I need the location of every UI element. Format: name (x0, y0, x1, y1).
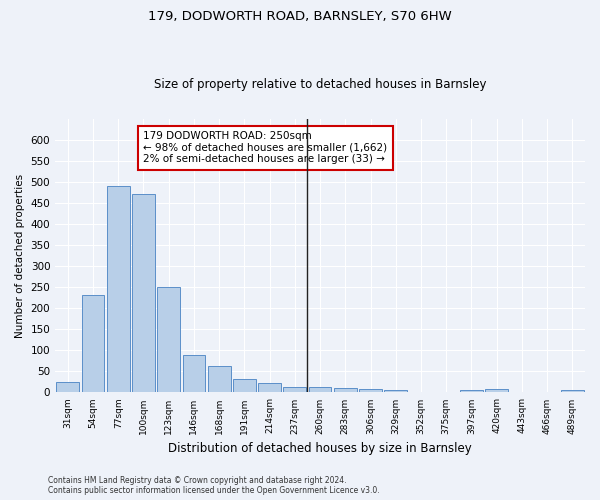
Bar (56, 382, 79, 392)
Bar (485, 390, 508, 392)
Text: 179, DODWORTH ROAD, BARNSLEY, S70 6HW: 179, DODWORTH ROAD, BARNSLEY, S70 6HW (148, 10, 452, 23)
Bar (385, 390, 407, 392)
X-axis label: Distribution of detached houses by size in Barnsley: Distribution of detached houses by size … (168, 442, 472, 455)
Bar (208, 366, 230, 392)
Bar (309, 388, 331, 392)
Text: Contains HM Land Registry data © Crown copyright and database right 2024.
Contai: Contains HM Land Registry data © Crown c… (48, 476, 380, 495)
Bar (334, 388, 356, 392)
Bar (283, 387, 306, 392)
Bar (182, 356, 205, 393)
Text: 179 DODWORTH ROAD: 250sqm
← 98% of detached houses are smaller (1,662)
2% of sem: 179 DODWORTH ROAD: 250sqm ← 98% of detac… (143, 131, 388, 164)
Bar (561, 390, 584, 392)
Bar (107, 186, 130, 392)
Bar (132, 194, 155, 392)
Bar (460, 390, 483, 392)
Bar (233, 380, 256, 392)
Bar (359, 389, 382, 392)
Title: Size of property relative to detached houses in Barnsley: Size of property relative to detached ho… (154, 78, 487, 91)
Y-axis label: Number of detached properties: Number of detached properties (15, 174, 25, 338)
Bar (82, 294, 104, 392)
Bar (258, 382, 281, 392)
Bar (157, 287, 180, 393)
